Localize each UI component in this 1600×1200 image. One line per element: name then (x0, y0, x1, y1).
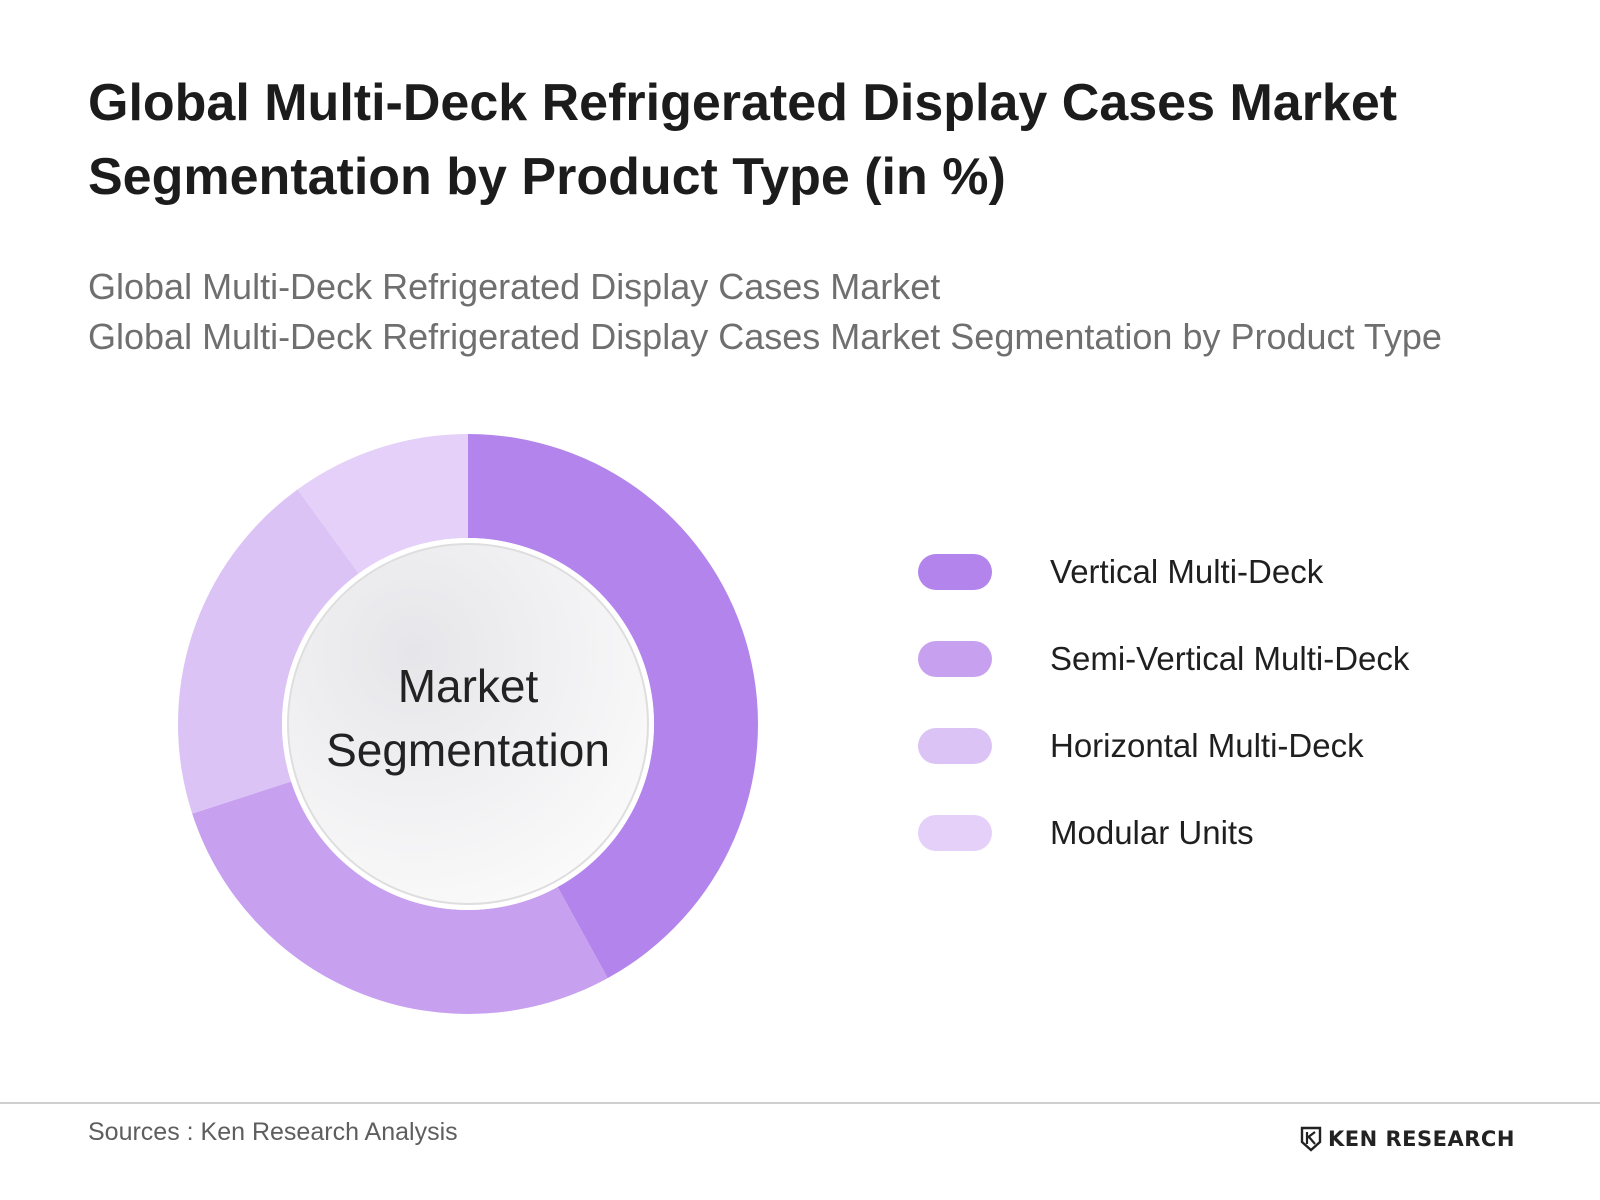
legend-swatch (918, 641, 992, 677)
legend-swatch (918, 815, 992, 851)
chart-title: Global Multi-Deck Refrigerated Display C… (88, 74, 1398, 206)
legend-swatch (918, 728, 992, 764)
legend-label: Horizontal Multi-Deck (1050, 727, 1364, 764)
subtitle-line: Global Multi-Deck Refrigerated Display C… (88, 316, 1442, 357)
center-label-line-1: Market (398, 660, 539, 712)
brand-name: KEN RESEARCH (1328, 1127, 1515, 1151)
brand-logo: KEN RESEARCH (1300, 1125, 1515, 1153)
sources-note: Sources : Ken Research Analysis (88, 1118, 458, 1146)
donut-slice-modular-units (297, 434, 468, 574)
legend-swatch (918, 554, 992, 590)
footer-divider (0, 1102, 1600, 1104)
donut-center (287, 543, 649, 905)
legend-label: Modular Units (1050, 814, 1254, 851)
legend-label: Vertical Multi-Deck (1050, 553, 1324, 590)
donut-slice-horizontal-multi-deck (178, 489, 359, 814)
donut-slice-vertical-multi-deck (468, 434, 758, 979)
subtitle-line: Global Multi-Deck Refrigerated Display C… (88, 266, 941, 307)
legend-label: Semi-Vertical Multi-Deck (1050, 640, 1410, 677)
donut-slice-semi-vertical-multi-deck (192, 781, 608, 1015)
center-label-line-2: Segmentation (326, 724, 610, 776)
ken-research-logo-icon (1300, 1126, 1322, 1152)
chart-subtitle: Global Multi-Deck Refrigerated Display C… (88, 262, 1488, 362)
